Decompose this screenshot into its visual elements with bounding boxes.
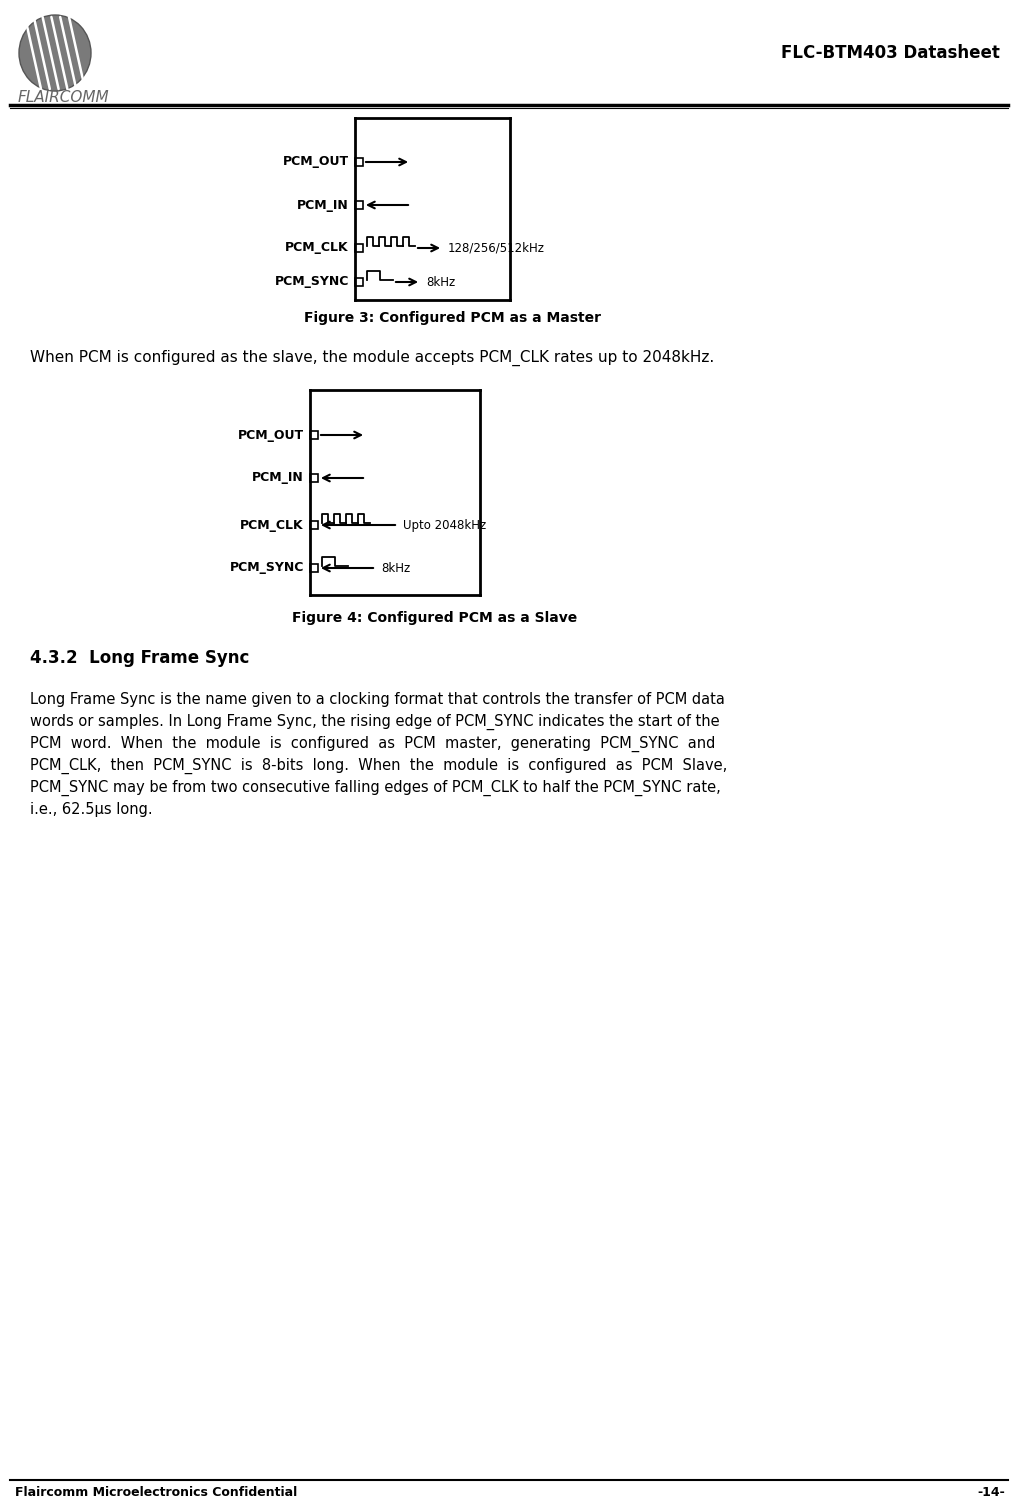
Text: FLAIRCOMM: FLAIRCOMM	[18, 90, 110, 105]
Text: When PCM is configured as the slave, the module accepts PCM_CLK rates up to 2048: When PCM is configured as the slave, the…	[30, 350, 715, 366]
Text: PCM_OUT: PCM_OUT	[238, 428, 304, 442]
Text: words or samples. In Long Frame Sync, the rising edge of PCM_SYNC indicates the : words or samples. In Long Frame Sync, th…	[30, 713, 720, 730]
Text: Flaircomm Microelectronics Confidential: Flaircomm Microelectronics Confidential	[15, 1487, 297, 1499]
Text: i.e., 62.5μs long.: i.e., 62.5μs long.	[30, 802, 153, 817]
Ellipse shape	[19, 15, 91, 92]
Text: PCM_SYNC: PCM_SYNC	[275, 275, 349, 288]
Bar	[310, 475, 318, 482]
Text: Long Frame Sync is the name given to a clocking format that controls the transfe: Long Frame Sync is the name given to a c…	[30, 692, 725, 707]
Text: 8kHz: 8kHz	[381, 562, 410, 574]
Text: FLC-BTM403 Datasheet: FLC-BTM403 Datasheet	[781, 44, 1000, 62]
Bar	[355, 278, 363, 285]
Text: PCM_CLK,  then  PCM_SYNC  is  8-bits  long.  When  the  module  is  configured  : PCM_CLK, then PCM_SYNC is 8-bits long. W…	[30, 759, 727, 774]
Text: PCM_CLK: PCM_CLK	[240, 518, 304, 532]
Text: PCM_IN: PCM_IN	[297, 198, 349, 212]
Text: 128/256/512kHz: 128/256/512kHz	[448, 242, 545, 254]
Text: PCM  word.  When  the  module  is  configured  as  PCM  master,  generating  PCM: PCM word. When the module is configured …	[30, 736, 716, 753]
Text: -14-: -14-	[977, 1487, 1005, 1499]
Text: PCM_CLK: PCM_CLK	[285, 242, 349, 254]
Bar	[310, 563, 318, 572]
Text: Figure 3: Configured PCM as a Master: Figure 3: Configured PCM as a Master	[304, 311, 601, 324]
Bar	[310, 431, 318, 439]
Bar	[355, 243, 363, 252]
Text: PCM_SYNC may be from two consecutive falling edges of PCM_CLK to half the PCM_SY: PCM_SYNC may be from two consecutive fal…	[30, 780, 721, 796]
Bar	[355, 201, 363, 209]
Text: PCM_SYNC: PCM_SYNC	[230, 562, 304, 574]
Text: Upto 2048kHz: Upto 2048kHz	[403, 518, 487, 532]
Bar	[355, 158, 363, 167]
Bar	[310, 521, 318, 529]
Text: Figure 4: Configured PCM as a Slave: Figure 4: Configured PCM as a Slave	[292, 611, 577, 625]
Text: PCM_IN: PCM_IN	[252, 472, 304, 485]
Text: PCM_OUT: PCM_OUT	[283, 156, 349, 168]
Text: 8kHz: 8kHz	[426, 275, 455, 288]
Text: 4.3.2  Long Frame Sync: 4.3.2 Long Frame Sync	[30, 649, 249, 667]
